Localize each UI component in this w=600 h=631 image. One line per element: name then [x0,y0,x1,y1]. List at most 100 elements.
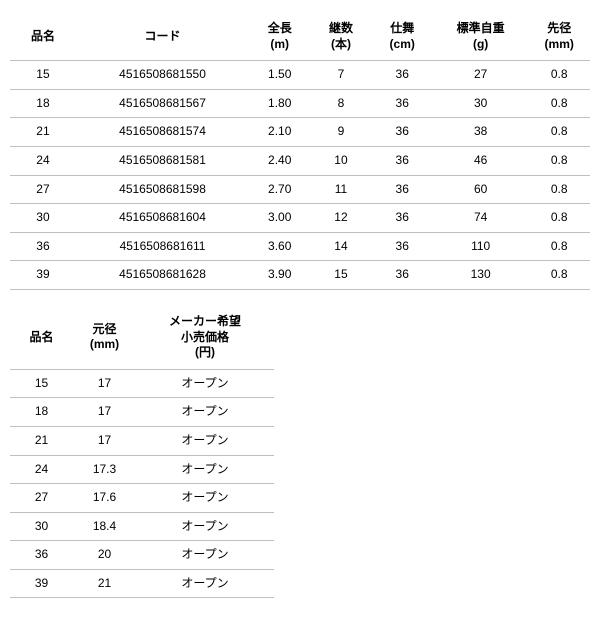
table-cell: オープン [136,369,274,398]
table-cell: 3.90 [249,261,310,290]
spec-table-1: 品名 コード 全長(m) 継数(本) 仕舞(cm) 標準自重(g) 先径(mm)… [10,15,590,290]
table-cell: オープン [136,541,274,570]
table-cell: 17.6 [73,484,136,513]
col-code: コード [76,15,249,61]
table-cell: 0.8 [528,61,590,90]
table-cell: オープン [136,455,274,484]
table-cell: 15 [310,261,371,290]
table-cell: 3.00 [249,204,310,233]
table-cell: 1.80 [249,89,310,118]
table-row: 1545165086815501.50736270.8 [10,61,590,90]
table-cell: 2.40 [249,146,310,175]
col-price: メーカー希望小売価格(円) [136,308,274,369]
table-cell: 2.70 [249,175,310,204]
table-cell: 0.8 [528,232,590,261]
table-cell: 4516508681574 [76,118,249,147]
table-row: 1517オープン [10,369,274,398]
table-cell: 14 [310,232,371,261]
table-cell: 36 [372,118,433,147]
table-cell: 0.8 [528,261,590,290]
table-cell: 36 [372,175,433,204]
table-cell: 27 [433,61,529,90]
table-row: 2745165086815982.701136600.8 [10,175,590,204]
table-cell: 0.8 [528,89,590,118]
table-cell: 20 [73,541,136,570]
table-cell: 21 [73,569,136,598]
table-cell: 0.8 [528,146,590,175]
table-cell: 36 [372,61,433,90]
table-cell: 30 [10,204,76,233]
table-cell: 4516508681598 [76,175,249,204]
table-cell: 21 [10,426,73,455]
table-row: 3620オープン [10,541,274,570]
table-cell: 36 [10,232,76,261]
table-cell: 4516508681581 [76,146,249,175]
table-cell: 39 [10,569,73,598]
table-cell: 18 [10,89,76,118]
table-1-head: 品名 コード 全長(m) 継数(本) 仕舞(cm) 標準自重(g) 先径(mm) [10,15,590,61]
table-cell: 4516508681567 [76,89,249,118]
table-cell: 38 [433,118,529,147]
table-cell: 17 [73,398,136,427]
table-cell: 8 [310,89,371,118]
table-cell: オープン [136,398,274,427]
table-cell: 15 [10,61,76,90]
table-cell: 0.8 [528,118,590,147]
table-row: 1817オープン [10,398,274,427]
col-name: 品名 [10,15,76,61]
col-length: 全長(m) [249,15,310,61]
table-cell: 17.3 [73,455,136,484]
table-cell: 9 [310,118,371,147]
table-cell: オープン [136,484,274,513]
table-cell: 21 [10,118,76,147]
table-cell: オープン [136,426,274,455]
table-cell: 4516508681611 [76,232,249,261]
table-cell: 74 [433,204,529,233]
table-cell: 39 [10,261,76,290]
table-cell: 12 [310,204,371,233]
table-cell: 0.8 [528,175,590,204]
table-cell: 1.50 [249,61,310,90]
table-cell: 10 [310,146,371,175]
col-sections: 継数(本) [310,15,371,61]
table-cell: オープン [136,569,274,598]
table-cell: 36 [372,89,433,118]
spec-table-2: 品名 元径(mm) メーカー希望小売価格(円) 1517オープン1817オープン… [10,308,274,599]
table-row: 2445165086815812.401036460.8 [10,146,590,175]
table-cell: 36 [372,261,433,290]
col-name-2: 品名 [10,308,73,369]
table-row: 3945165086816283.9015361300.8 [10,261,590,290]
table-cell: 36 [10,541,73,570]
table-row: 2717.6オープン [10,484,274,513]
table-cell: 36 [372,232,433,261]
table-cell: 17 [73,426,136,455]
table-2-body: 1517オープン1817オープン2117オープン2417.3オープン2717.6… [10,369,274,598]
table-cell: 4516508681550 [76,61,249,90]
table-row: 2117オープン [10,426,274,455]
table-cell: 46 [433,146,529,175]
table-cell: 15 [10,369,73,398]
table-row: 1845165086815671.80836300.8 [10,89,590,118]
table-cell: 4516508681604 [76,204,249,233]
table-cell: 3.60 [249,232,310,261]
table-2-head: 品名 元径(mm) メーカー希望小売価格(円) [10,308,274,369]
table-cell: 24 [10,146,76,175]
table-row: 3045165086816043.001236740.8 [10,204,590,233]
table-cell: オープン [136,512,274,541]
table-2-header-row: 品名 元径(mm) メーカー希望小売価格(円) [10,308,274,369]
table-row: 3018.4オープン [10,512,274,541]
table-row: 2145165086815742.10936380.8 [10,118,590,147]
table-cell: 27 [10,484,73,513]
table-cell: 27 [10,175,76,204]
table-cell: 30 [10,512,73,541]
table-row: 3921オープン [10,569,274,598]
table-cell: 18 [10,398,73,427]
table-row: 3645165086816113.6014361100.8 [10,232,590,261]
table-cell: 24 [10,455,73,484]
table-cell: 0.8 [528,204,590,233]
table-cell: 11 [310,175,371,204]
table-cell: 60 [433,175,529,204]
table-1-body: 1545165086815501.50736270.81845165086815… [10,61,590,290]
col-weight: 標準自重(g) [433,15,529,61]
table-cell: 110 [433,232,529,261]
